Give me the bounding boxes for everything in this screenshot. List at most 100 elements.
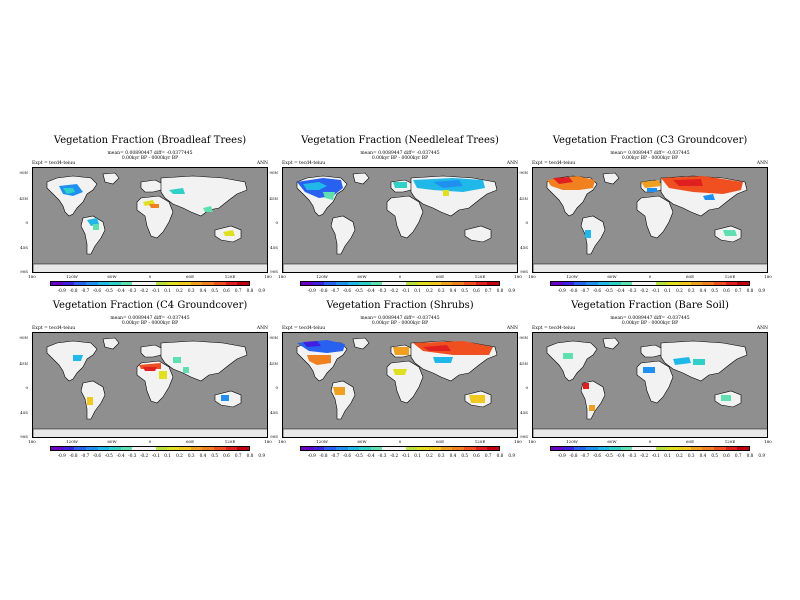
continent-southAmerica (330, 215, 356, 255)
lon-tick-label: 0 (398, 439, 402, 444)
colorbar-tick-label: 0.2 (176, 288, 183, 293)
colorbar-swatch (632, 282, 645, 285)
continent-africa (386, 360, 424, 404)
colorbar-labels: -0.9 -0.8 -0.7 -0.6 -0.5 -0.4 -0.3 -0.2 -0.1 0.1 0… (550, 453, 765, 459)
colorbar-swatch (167, 447, 180, 450)
lon-tick-label: 120E (474, 274, 486, 279)
panel-stats: mean= 0.0089447 diff= -0.037445 (360, 316, 440, 321)
colorbar-tick-label: -0.6 (593, 288, 602, 293)
lon-tick-label: 60E (435, 274, 444, 279)
panel-expt: Expt = tecd4-teiuu (32, 161, 76, 166)
anomaly-patch (647, 188, 657, 192)
lat-tick-label: 90S (270, 269, 278, 274)
colorbar-tick-label: -0.4 (616, 453, 625, 458)
panel-title: Vegetation Fraction (Bare Soil) (571, 300, 729, 311)
colorbar-swatch (312, 282, 325, 285)
colorbar-tick-label: -0.2 (390, 453, 399, 458)
anomaly-patch (693, 359, 705, 365)
colorbar-tick-label: 0.1 (164, 288, 171, 293)
lat-tick-label: 90S (520, 269, 528, 274)
anomaly-patch (183, 367, 189, 373)
colorbar-tick-label: 0.9 (758, 453, 766, 458)
lat-tick-label: 45S (270, 245, 278, 250)
colorbar-tick-label: -0.4 (116, 288, 125, 293)
map-area (32, 332, 268, 438)
lon-tick-label: 120E (724, 439, 736, 444)
continent-greenland (602, 172, 620, 185)
colorbar-swatch (394, 282, 406, 285)
continent-africa (636, 195, 674, 239)
colorbar-swatch (62, 282, 75, 285)
anomaly-patch (393, 347, 409, 355)
colorbar-swatch (655, 447, 668, 450)
colorbar-tick-label: 0.4 (699, 453, 707, 458)
panel-stats: mean= 0.0089447 diff= -0.037445 (110, 316, 190, 321)
continent-africa (386, 195, 424, 239)
colorbar-tick-label: -0.1 (651, 288, 660, 293)
panel-period: 0.00kyr BP - 0000kyr BP (621, 321, 679, 326)
colorbar-tick-label: 0.8 (496, 453, 504, 458)
panel-season: ANN (256, 161, 268, 166)
colorbar-tick-label: -0.3 (628, 453, 637, 458)
lat-tick-label: 90S (520, 434, 528, 439)
lat-tick-label: 45S (20, 245, 28, 250)
colorbar-swatch (74, 447, 86, 450)
anomaly-patch (585, 230, 591, 238)
colorbar-swatch (97, 447, 110, 450)
lon-tick-label: 60W (607, 439, 617, 444)
lat-tick-label: 90N (519, 170, 528, 175)
map-area (532, 332, 768, 438)
colorbar-swatch (725, 447, 738, 450)
colorbar-swatch (463, 447, 476, 450)
colorbar-tick-label: -0.4 (366, 453, 375, 458)
colorbar-swatch (609, 282, 621, 285)
map-panel-shrubs: Vegetation Fraction (Shrubs) mean= 0.0089… (269, 300, 521, 470)
colorbar-swatch (452, 282, 464, 285)
lon-tick-label: 180 (278, 274, 286, 279)
continent-antarctica (533, 263, 767, 272)
colorbar-tick-label: -0.4 (616, 288, 625, 293)
colorbar-swatch (190, 282, 203, 285)
lat-tick-label: 45S (270, 410, 278, 415)
continent-europe (140, 179, 164, 193)
colorbar-swatch (690, 282, 703, 285)
lat-tick-label: 90S (270, 434, 278, 439)
colorbar-tick-label: 0.9 (258, 288, 266, 293)
colorbar-swatch (655, 282, 668, 285)
lon-tick-label: 60W (357, 274, 367, 279)
lat-tick-label: 0 (25, 385, 28, 390)
colorbar-swatch (597, 447, 610, 450)
colorbar-swatch (713, 282, 726, 285)
map-panel-needleleaf: Vegetation Fraction (Needleleaf Trees) me… (269, 135, 521, 305)
colorbar-swatch (179, 282, 191, 285)
lat-tick-label: 45N (269, 361, 278, 366)
lat-tick-label: 90N (19, 170, 28, 175)
anomaly-patch (423, 345, 451, 351)
colorbar-swatch (475, 447, 488, 450)
continent-antarctica (33, 263, 267, 272)
lon-tick-label: 120E (224, 274, 236, 279)
colorbar-tick-label: -0.9 (557, 288, 566, 293)
colorbar-tick-label: -0.3 (378, 453, 387, 458)
anomaly-patch (641, 180, 661, 188)
colorbar-tick-label: 0.9 (758, 288, 766, 293)
colorbar-swatch (702, 447, 714, 450)
colorbar-tick-label: 0.3 (687, 453, 695, 458)
colorbar-swatch (132, 447, 145, 450)
colorbar-swatch (51, 282, 63, 285)
lat-tick-label: 0 (275, 220, 278, 225)
colorbar-swatch (429, 282, 441, 285)
colorbar-tick-label: -0.9 (57, 453, 66, 458)
colorbar-swatch (679, 282, 691, 285)
lon-tick-label: 0 (148, 274, 152, 279)
anomaly-patch (203, 206, 213, 212)
colorbar-swatch (382, 447, 395, 450)
colorbar-labels: -0.9 -0.8 -0.7 -0.6 -0.5 -0.4 -0.3 -0.2 -0.1 0.1 0… (550, 288, 765, 294)
colorbar-swatch (417, 282, 430, 285)
lon-tick-label: 120E (474, 439, 486, 444)
colorbar-tick-label: -0.7 (581, 288, 590, 293)
colorbar-swatch (202, 447, 214, 450)
colorbar-tick-label: 0.3 (437, 453, 445, 458)
colorbar-tick-label: 0.3 (187, 453, 195, 458)
anomaly-patch (323, 192, 335, 200)
